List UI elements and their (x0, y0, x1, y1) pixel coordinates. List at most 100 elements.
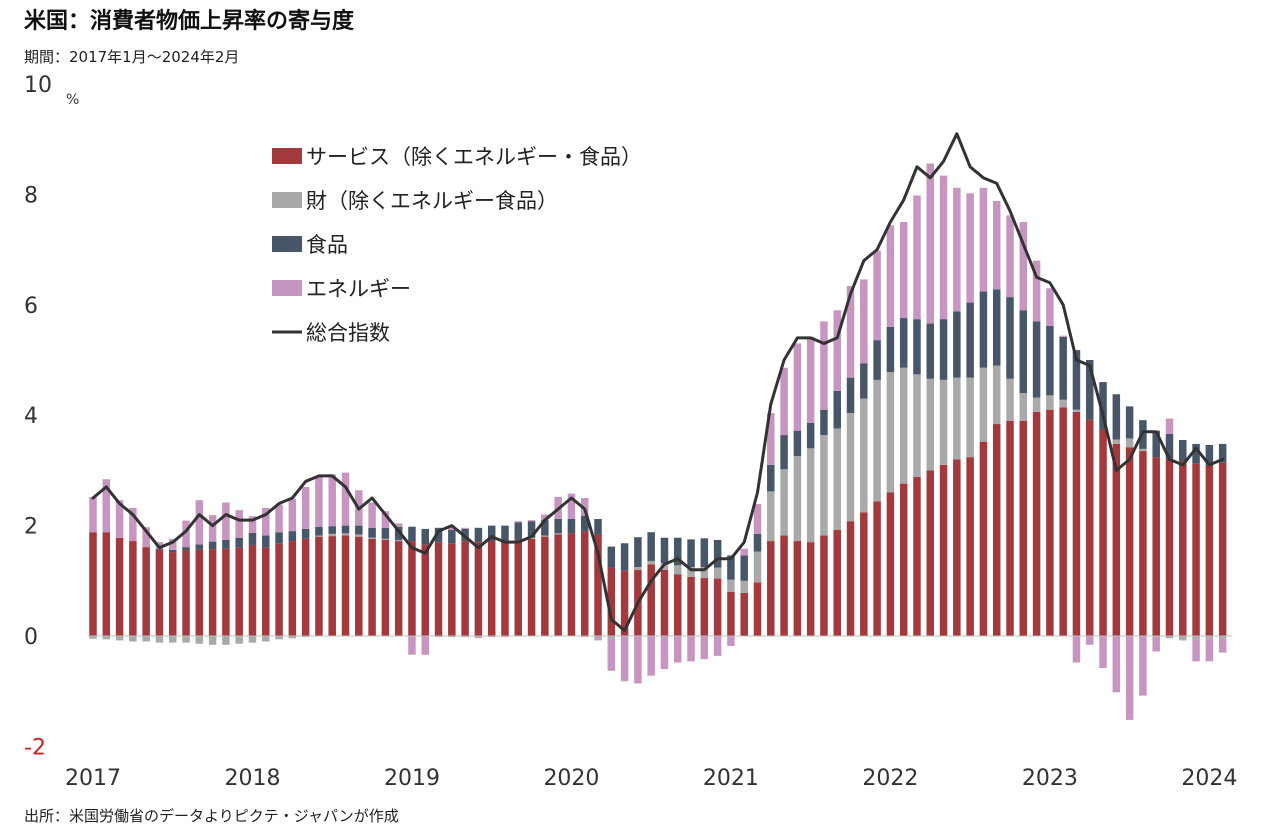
bar-segment-services (248, 544, 257, 636)
bar-segment-energy (368, 502, 376, 528)
bar-segment-energy (913, 195, 921, 320)
bar-segment-services (620, 570, 629, 636)
bar-segment-services (89, 532, 97, 636)
bar-segment-services (1112, 443, 1121, 636)
bar-segment-food (554, 518, 562, 534)
bar-segment-services (727, 591, 735, 636)
bar-segment-energy (315, 477, 323, 527)
bar-segment-goods (89, 636, 97, 639)
bar-segment-goods (474, 636, 483, 638)
bar-segment-goods (275, 636, 283, 640)
legend-label: 食品 (306, 233, 348, 257)
bar-segment-services (341, 535, 350, 636)
x-tick-label: 2017 (65, 766, 121, 791)
bar-segment-services (806, 542, 815, 636)
bar-segment-goods (979, 367, 988, 442)
bar-segment-food (1152, 430, 1160, 458)
bar-segment-food (315, 526, 323, 536)
bar-segment-energy (301, 486, 310, 529)
bar-segment-energy (341, 472, 350, 526)
x-tick-label: 2018 (224, 766, 280, 791)
bar-segment-goods (1112, 439, 1121, 444)
bar-segment-services (1139, 451, 1147, 636)
bar-segment-energy (607, 638, 616, 671)
bar-segment-food (541, 520, 549, 536)
bar-segment-food (168, 549, 177, 553)
bar-segment-services (501, 542, 509, 636)
y-tick-label: 8 (24, 183, 38, 208)
bar-segment-services (713, 578, 722, 636)
bar-segment-services (1059, 407, 1067, 636)
bar-segment-services (939, 464, 948, 636)
bar-segment-energy (142, 527, 150, 548)
bar-segment-services (886, 492, 895, 636)
bar-segment-services (1032, 411, 1041, 636)
bar-segment-food (793, 430, 802, 457)
bar-segment-energy (700, 636, 709, 660)
bar-segment-services (567, 533, 576, 636)
bar-segment-energy (195, 500, 204, 545)
bar-segment-goods (1139, 448, 1147, 452)
bar-segment-services (421, 544, 429, 636)
bar-segment-goods (1006, 378, 1014, 421)
bar-segment-services (1006, 420, 1014, 636)
bar-segment-food (421, 528, 429, 545)
x-tick-label: 2021 (703, 766, 759, 791)
bar-segment-goods (262, 636, 270, 642)
bar-segment-energy (1086, 636, 1094, 645)
bar-segment-food (381, 527, 390, 539)
bar-segment-food (979, 291, 988, 368)
legend-label: エネルギー (306, 277, 411, 301)
bar-segment-energy (248, 516, 257, 533)
bar-segment-food (474, 527, 483, 543)
bar-segment-energy (541, 514, 549, 521)
bar-segment-goods (222, 636, 230, 645)
bar-segment-goods (554, 533, 562, 535)
x-tick-label: 2024 (1181, 766, 1237, 791)
legend-label: 財（除くエネルギー食品） (306, 189, 558, 213)
bar-segment-services (408, 541, 416, 636)
bar-segment-energy (674, 636, 682, 663)
bar-segment-food (1192, 443, 1200, 464)
bar-segment-services (979, 441, 988, 636)
bar-segment-goods (461, 636, 469, 638)
bar-segment-energy (474, 637, 483, 639)
bar-segment-food (594, 518, 602, 535)
bar-segment-energy (846, 286, 855, 378)
bar-segment-food (368, 527, 376, 538)
bar-segment-energy (129, 507, 137, 542)
bar-segment-goods (873, 379, 881, 502)
bar-segment-food (753, 533, 762, 552)
bar-segment-food (806, 422, 815, 449)
bar-segment-food (700, 538, 709, 567)
bar-segment-services (541, 536, 549, 636)
bar-segment-goods (355, 534, 363, 537)
bar-segment-goods (594, 636, 602, 639)
bar-segment-food (713, 539, 722, 568)
bar-segment-food (740, 555, 748, 581)
bar-segment-goods (899, 367, 908, 484)
bar-segment-energy (753, 504, 762, 534)
bar-segment-goods (780, 469, 788, 536)
legend-swatch (272, 192, 302, 208)
bar-segment-services (966, 457, 974, 636)
bar-segment-energy (820, 321, 828, 410)
bar-segment-goods (793, 456, 802, 542)
bar-segment-energy (102, 479, 111, 533)
bar-segment-energy (780, 367, 788, 436)
bar-segment-energy (793, 343, 802, 431)
bar-segment-food (208, 541, 217, 550)
bar-segment-goods (1192, 636, 1200, 640)
bar-segment-food (288, 531, 297, 542)
bar-segment-food (1059, 336, 1067, 400)
bar-segment-energy (1112, 636, 1121, 693)
bar-segment-food (926, 323, 935, 379)
bar-segment-energy (235, 510, 243, 538)
bar-segment-services (1125, 447, 1134, 636)
bar-segment-goods (102, 636, 111, 640)
bar-segment-services (926, 470, 935, 636)
bar-segment-food (501, 525, 509, 543)
bar-segment-goods (381, 538, 390, 540)
bar-segment-energy (806, 336, 815, 423)
